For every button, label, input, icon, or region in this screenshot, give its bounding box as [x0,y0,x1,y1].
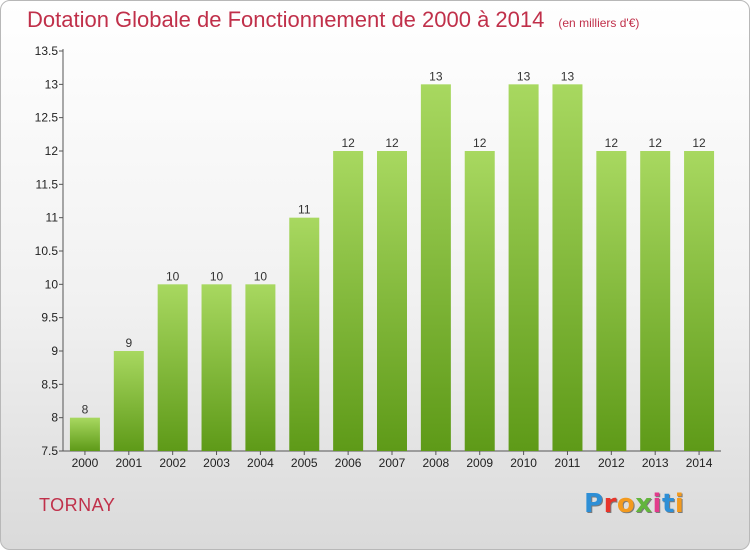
bar [69,417,100,451]
y-tick-label: 11.5 [36,177,59,191]
data-label: 12 [385,136,399,150]
data-label: 12 [649,136,663,150]
y-tick-label: 8.5 [41,377,58,391]
data-label: 10 [210,269,224,283]
chart-title: Dotation Globale de Fonctionnement de 20… [27,7,639,33]
x-tick-label: 2007 [379,456,406,470]
logo-letter: P [584,489,604,519]
proxiti-logo[interactable]: Proxiti [584,489,684,519]
x-tick-label: 2004 [247,456,274,470]
x-tick-label: 2008 [423,456,450,470]
y-tick-label: 9.5 [41,311,58,325]
bar [157,284,188,451]
y-tick-label: 11 [46,211,59,225]
y-tick-label: 8 [51,411,58,425]
logo-letter: i [674,489,685,519]
bar [377,151,407,451]
x-tick-label: 2011 [555,456,581,470]
data-label: 9 [125,336,132,350]
data-label: 8 [82,403,89,417]
x-tick-label: 2005 [291,456,318,470]
bar [201,284,232,451]
data-label: 11 [298,203,311,217]
bar [552,84,583,451]
bar [596,151,627,451]
y-tick-label: 12 [45,144,59,158]
x-tick-label: 2002 [159,456,186,470]
x-tick-label: 2014 [686,456,713,470]
x-tick-label: 2001 [115,456,142,470]
y-tick-label: 12.5 [35,111,59,125]
x-tick-label: 2010 [510,456,537,470]
x-tick-label: 2012 [598,456,625,470]
data-label: 13 [561,69,575,83]
x-tick-label: 2013 [642,456,669,470]
bar [113,351,144,451]
logo-letter: r [603,489,617,519]
commune-name: TORNAY [39,495,116,515]
data-label: 12 [692,136,706,150]
chart-subtitle: (en milliers d'€) [558,16,640,30]
data-label: 12 [605,136,619,150]
y-tick-label: 13.5 [35,44,59,58]
y-tick-label: 9 [51,344,58,358]
y-tick-label: 10.5 [35,244,59,258]
bar [640,151,671,451]
title-text: Dotation Globale de Fonctionnement de 20… [27,7,545,32]
x-tick-label: 2009 [466,456,493,470]
bar [245,284,276,451]
bar [420,84,451,451]
y-tick-label: 7.5 [41,444,58,458]
y-tick-label: 10 [45,277,59,291]
x-tick-label: 2003 [203,456,230,470]
logo-letter: o [616,489,636,519]
x-tick-label: 2006 [335,456,362,470]
data-label: 12 [341,136,355,150]
data-label: 12 [473,136,487,150]
bar [508,84,539,451]
bar [333,151,364,451]
logo-letter: i [652,489,662,519]
bar [684,151,715,451]
data-label: 13 [517,69,531,83]
data-label: 10 [166,269,180,283]
x-tick-label: 2000 [72,456,99,470]
logo-letter: t [661,489,675,519]
data-label: 13 [429,69,443,83]
y-tick-label: 13 [45,77,59,91]
logo-letter: x [635,489,653,519]
bar [464,151,495,451]
bar [289,217,320,451]
data-label: 10 [254,269,268,283]
